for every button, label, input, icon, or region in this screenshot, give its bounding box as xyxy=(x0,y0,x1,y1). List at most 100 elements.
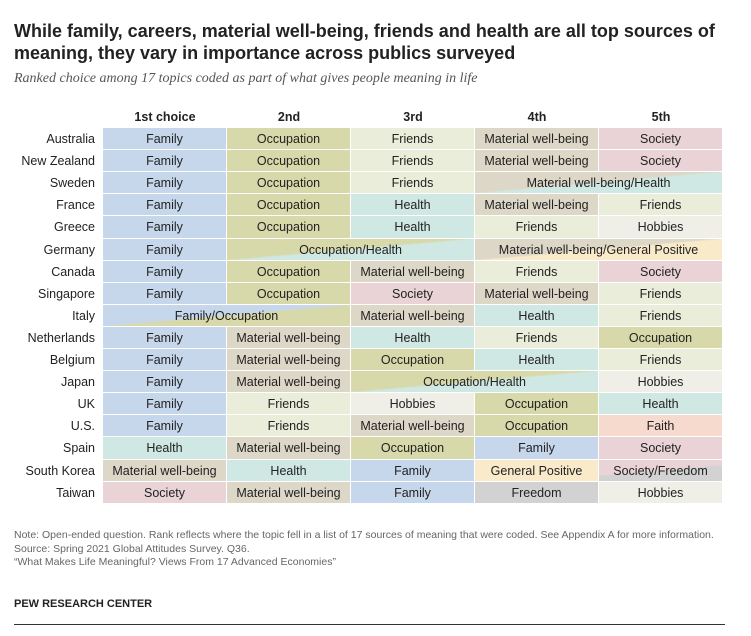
cell: Material well-being xyxy=(475,194,599,217)
country: Spain xyxy=(63,441,95,456)
cell: Hobbies xyxy=(599,481,723,504)
cell: Occupation xyxy=(227,150,351,173)
cell: Friends xyxy=(475,216,599,239)
cell: Material well-being/General Positive xyxy=(475,238,723,261)
cell: Occupation xyxy=(351,349,475,372)
cell: Friends xyxy=(599,194,723,217)
cell: Health xyxy=(227,459,351,482)
note: Source: Spring 2021 Global Attitudes Sur… xyxy=(14,542,250,555)
cell: Friends xyxy=(599,282,723,305)
cell: Family xyxy=(103,194,227,217)
rule xyxy=(14,624,725,625)
country: Germany xyxy=(43,242,95,257)
cell: Occupation xyxy=(227,282,351,305)
cell: Friends xyxy=(351,172,475,195)
note: Note: Open-ended question. Rank reflects… xyxy=(14,529,714,541)
cell: Material well-being xyxy=(475,282,599,305)
corner xyxy=(14,106,103,128)
cell: Hobbies xyxy=(599,371,723,394)
cell: Family xyxy=(103,393,227,416)
cell: Material well-being xyxy=(351,304,475,327)
cell: Family xyxy=(103,282,227,305)
cell: Family xyxy=(103,150,227,173)
country: UK xyxy=(77,397,95,412)
cell: Family xyxy=(103,371,227,394)
column-header: 2nd xyxy=(277,110,301,124)
brand: PEW RESEARCH CENTER xyxy=(14,598,153,610)
cell: Occupation xyxy=(351,437,475,460)
cell: Material well-being xyxy=(227,349,351,372)
cell: Material well-being xyxy=(227,326,351,350)
cell: Society xyxy=(103,481,227,504)
cell: Family xyxy=(103,128,227,151)
cell: Occupation/Health xyxy=(227,238,475,261)
notes: Note: Open-ended question. Rank reflects… xyxy=(14,529,734,570)
cell: Occupation xyxy=(227,128,351,151)
cell: Friends xyxy=(351,128,475,151)
column-header: 1st choice xyxy=(134,110,196,124)
country: Netherlands xyxy=(27,330,95,345)
note: “What Makes Life Meaningful? Views From … xyxy=(14,556,336,568)
cell: Family xyxy=(103,349,227,372)
cell: Friends xyxy=(475,260,599,283)
cell: Family/Occupation xyxy=(103,304,351,327)
cell: Material well-being xyxy=(475,128,599,151)
cell: Family xyxy=(103,260,227,283)
cell: Health xyxy=(351,216,475,239)
cell: Friends xyxy=(599,349,723,372)
cell: Friends xyxy=(351,150,475,173)
cell: Material well-being xyxy=(227,481,351,504)
country: France xyxy=(56,198,95,213)
cell: Society xyxy=(599,150,723,173)
country: Japan xyxy=(60,375,95,390)
table: 1st choice 2nd 3rd 4th 5th Australia Family Occ… xyxy=(14,106,723,504)
cell: Health xyxy=(599,393,723,416)
cell: Freedom xyxy=(475,481,599,504)
cell: General Positive xyxy=(475,459,599,482)
cell: Society xyxy=(351,282,475,305)
country: Sweden xyxy=(49,176,95,191)
country: Italy xyxy=(72,308,95,323)
column-header: 4th xyxy=(527,110,547,124)
cell: Hobbies xyxy=(599,216,723,239)
country: Belgium xyxy=(49,353,95,368)
cell: Family xyxy=(475,437,599,460)
cell: Family xyxy=(103,216,227,239)
cell: Family xyxy=(351,459,475,482)
country: New Zealand xyxy=(21,154,95,169)
cell: Occupation xyxy=(475,393,599,416)
cell: Material well-being xyxy=(475,150,599,173)
country: South Korea xyxy=(25,463,96,478)
subtitle: Ranked choice among 17 topics coded as p… xyxy=(14,71,478,86)
country: U.S. xyxy=(70,419,95,434)
cell: Material well-being xyxy=(351,260,475,283)
cell: Family xyxy=(351,481,475,504)
title: While family, careers, material well-bei… xyxy=(14,21,715,63)
cell: Occupation xyxy=(227,260,351,283)
country: Singapore xyxy=(38,286,95,301)
cell: Material well-being/Health xyxy=(475,172,723,195)
cell: Society xyxy=(599,437,723,460)
cell: Family xyxy=(103,172,227,195)
country: Canada xyxy=(51,264,95,279)
cell: Occupation/Health xyxy=(351,371,599,394)
country: Taiwan xyxy=(56,485,95,500)
cell: Health xyxy=(351,326,475,350)
column-header: 3rd xyxy=(403,110,423,124)
column-header: 5th xyxy=(651,110,671,124)
cell: Occupation xyxy=(227,172,351,195)
cell: Family xyxy=(103,415,227,438)
cell: Material well-being xyxy=(227,437,351,460)
cell: Faith xyxy=(599,415,723,438)
cell: Health xyxy=(103,437,227,460)
country: Greece xyxy=(54,220,95,235)
cell: Occupation xyxy=(227,216,351,239)
cell: Health xyxy=(351,194,475,217)
cell: Hobbies xyxy=(351,393,475,416)
cell: Material well-being xyxy=(227,371,351,394)
cell: Friends xyxy=(599,304,723,327)
cell: Friends xyxy=(227,393,351,416)
cell: Health xyxy=(475,349,599,372)
cell: Friends xyxy=(227,415,351,438)
